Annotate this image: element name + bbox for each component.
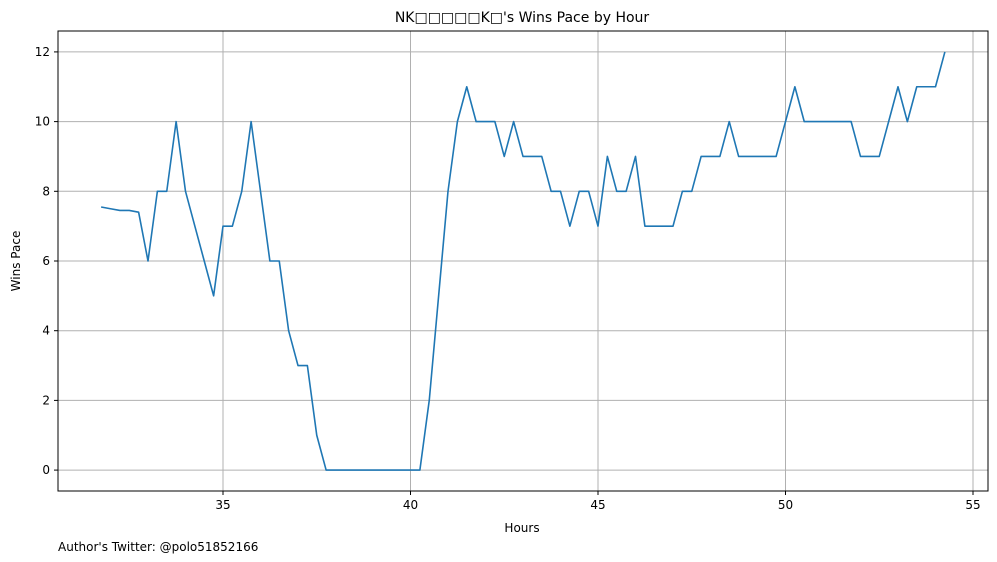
- series-line-wins-pace: [100, 51, 946, 471]
- y-tick-label: 8: [42, 184, 50, 198]
- grid: [58, 31, 988, 491]
- y-tick-label: 10: [35, 115, 50, 129]
- y-axis-label: Wins Pace: [9, 231, 23, 292]
- x-axis-label: Hours: [504, 521, 539, 535]
- x-tick-label: 40: [403, 498, 418, 512]
- series-layer: [100, 51, 946, 471]
- y-tick-label: 0: [42, 463, 50, 477]
- author-credit: Author's Twitter: @polo51852166: [58, 540, 258, 554]
- x-tick-label: 55: [965, 498, 980, 512]
- chart-title: NK□□□□□K□'s Wins Pace by Hour: [395, 10, 650, 26]
- y-tick-label: 12: [35, 45, 50, 59]
- x-tick-label: 35: [215, 498, 230, 512]
- y-tick-label: 4: [42, 324, 50, 338]
- y-tick-label: 2: [42, 393, 50, 407]
- x-tick-label: 50: [778, 498, 793, 512]
- x-tick-label: 45: [590, 498, 605, 512]
- y-tick-label: 6: [42, 254, 50, 268]
- ticks: 35 40 45 50 55 0 2 4 6 8 10 12: [35, 45, 981, 512]
